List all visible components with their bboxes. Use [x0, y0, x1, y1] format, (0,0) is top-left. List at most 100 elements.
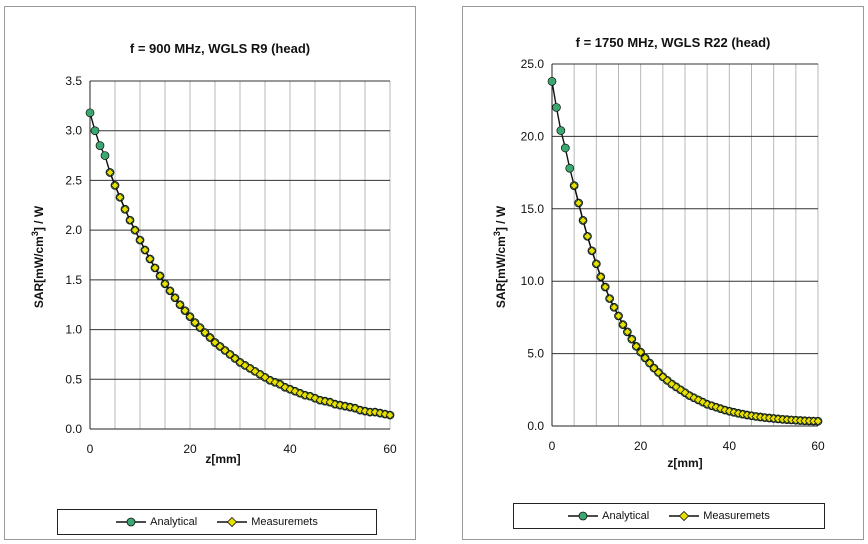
chart-title: f = 900 MHz, WGLS R9 (head) — [130, 41, 310, 56]
data-point — [605, 294, 614, 303]
data-point — [385, 410, 395, 420]
data-point — [170, 293, 180, 303]
legend-entry-measurements: Measuremets — [669, 510, 770, 522]
data-point — [140, 245, 150, 255]
sar-chart-1750mhz: f = 1750 MHz, WGLS R22 (head) 0.0 5.0 10.0… — [492, 35, 825, 470]
y-tick-label: 2.5 — [65, 173, 82, 187]
data-point — [215, 342, 225, 351]
chart-panel-right: f = 1750 MHz, WGLS R22 (head) 0.0 5.0 10.0… — [462, 6, 864, 540]
sar-chart-900mhz: f = 900 MHz, WGLS R9 (head) 0.0 0.5 1.0 1.5… — [30, 41, 397, 466]
data-point — [200, 328, 210, 337]
data-point — [300, 390, 310, 400]
y-tick-label: 3.0 — [65, 124, 82, 138]
data-point — [90, 126, 100, 136]
data-point — [175, 300, 185, 310]
series-line — [109, 172, 391, 416]
data-point — [676, 385, 685, 395]
data-point — [596, 272, 606, 282]
data-point — [711, 402, 721, 412]
data-point — [125, 215, 135, 225]
data-point — [649, 363, 659, 373]
series-measurements — [105, 168, 395, 420]
data-point — [552, 103, 561, 112]
data-point — [330, 399, 340, 409]
data-point — [556, 126, 566, 135]
grid — [89, 80, 391, 430]
data-point — [813, 416, 823, 426]
data-point — [627, 334, 637, 344]
data-point — [614, 311, 623, 321]
y-axis-label: SAR[mW/cm3] / W — [492, 205, 508, 308]
y-tick-label: 10.0 — [521, 274, 545, 288]
data-point — [130, 225, 140, 235]
data-point — [578, 216, 588, 225]
y-axis-label: SAR[mW/cm3] / W — [30, 205, 46, 308]
data-point — [220, 346, 230, 355]
data-point — [654, 368, 663, 377]
data-point — [636, 347, 645, 357]
y-tick-label: 0.0 — [65, 422, 82, 436]
data-point — [623, 327, 632, 337]
data-point — [560, 143, 570, 153]
x-axis-label: z[mm] — [205, 452, 240, 466]
y-tick-label: 0.5 — [65, 372, 82, 386]
data-point — [640, 353, 650, 363]
chart-panel-left: f = 900 MHz, WGLS R9 (head) 0.0 0.5 1.0 1.5… — [4, 6, 416, 540]
x-tick-labels: 0 20 40 60 — [549, 439, 825, 453]
y-tick-label: 25.0 — [521, 57, 545, 71]
data-point — [618, 320, 628, 329]
data-point — [205, 333, 215, 342]
y-tick-label: 1.5 — [65, 273, 82, 287]
data-point — [120, 204, 130, 214]
data-point — [716, 404, 725, 413]
x-tick-label: 40 — [283, 442, 297, 456]
legend: Analytical Measuremets — [513, 503, 825, 529]
data-point — [600, 282, 610, 292]
data-point — [100, 151, 110, 160]
data-point — [720, 405, 730, 415]
data-point — [547, 77, 557, 86]
y-tick-labels: 0.0 5.0 10.0 15.0 20.0 25.0 — [521, 57, 545, 433]
data-point — [85, 108, 95, 118]
legend-entry-measurements: Measuremets — [217, 516, 318, 528]
data-point — [165, 286, 175, 296]
legend-label: Measuremets — [703, 510, 770, 522]
data-point — [155, 271, 165, 281]
legend-label: Analytical — [150, 516, 198, 528]
diamond-marker-icon — [217, 516, 248, 528]
x-tick-labels: 0 20 40 60 — [87, 442, 397, 456]
x-axis-label: z[mm] — [667, 456, 702, 470]
data-point — [145, 254, 155, 264]
y-tick-label: 2.0 — [65, 223, 82, 237]
data-point — [280, 382, 290, 392]
data-point — [185, 312, 195, 321]
y-tick-label: 15.0 — [521, 202, 545, 216]
data-point — [210, 338, 220, 347]
data-point — [345, 402, 355, 412]
data-point — [694, 395, 703, 405]
data-point — [190, 318, 200, 327]
data-point — [370, 407, 380, 417]
x-tick-label: 20 — [634, 439, 648, 453]
data-point — [671, 382, 681, 392]
x-tick-label: 60 — [383, 442, 397, 456]
x-tick-label: 60 — [811, 439, 825, 453]
data-point — [592, 259, 601, 269]
data-point — [565, 163, 575, 173]
data-point — [180, 306, 190, 315]
y-tick-label: 1.0 — [65, 323, 82, 337]
x-tick-label: 20 — [183, 442, 197, 456]
data-point — [707, 401, 716, 411]
x-tick-label: 0 — [87, 442, 94, 456]
data-point — [609, 302, 619, 312]
x-tick-label: 0 — [549, 439, 556, 453]
legend: Analytical Measuremets — [57, 509, 377, 535]
series — [85, 108, 395, 420]
x-tick-label: 40 — [723, 439, 737, 453]
grid — [551, 63, 819, 427]
data-point — [195, 323, 205, 332]
chart-title: f = 1750 MHz, WGLS R22 (head) — [576, 35, 771, 50]
data-point — [360, 406, 370, 416]
data-point — [658, 372, 668, 382]
data-point — [587, 246, 597, 256]
